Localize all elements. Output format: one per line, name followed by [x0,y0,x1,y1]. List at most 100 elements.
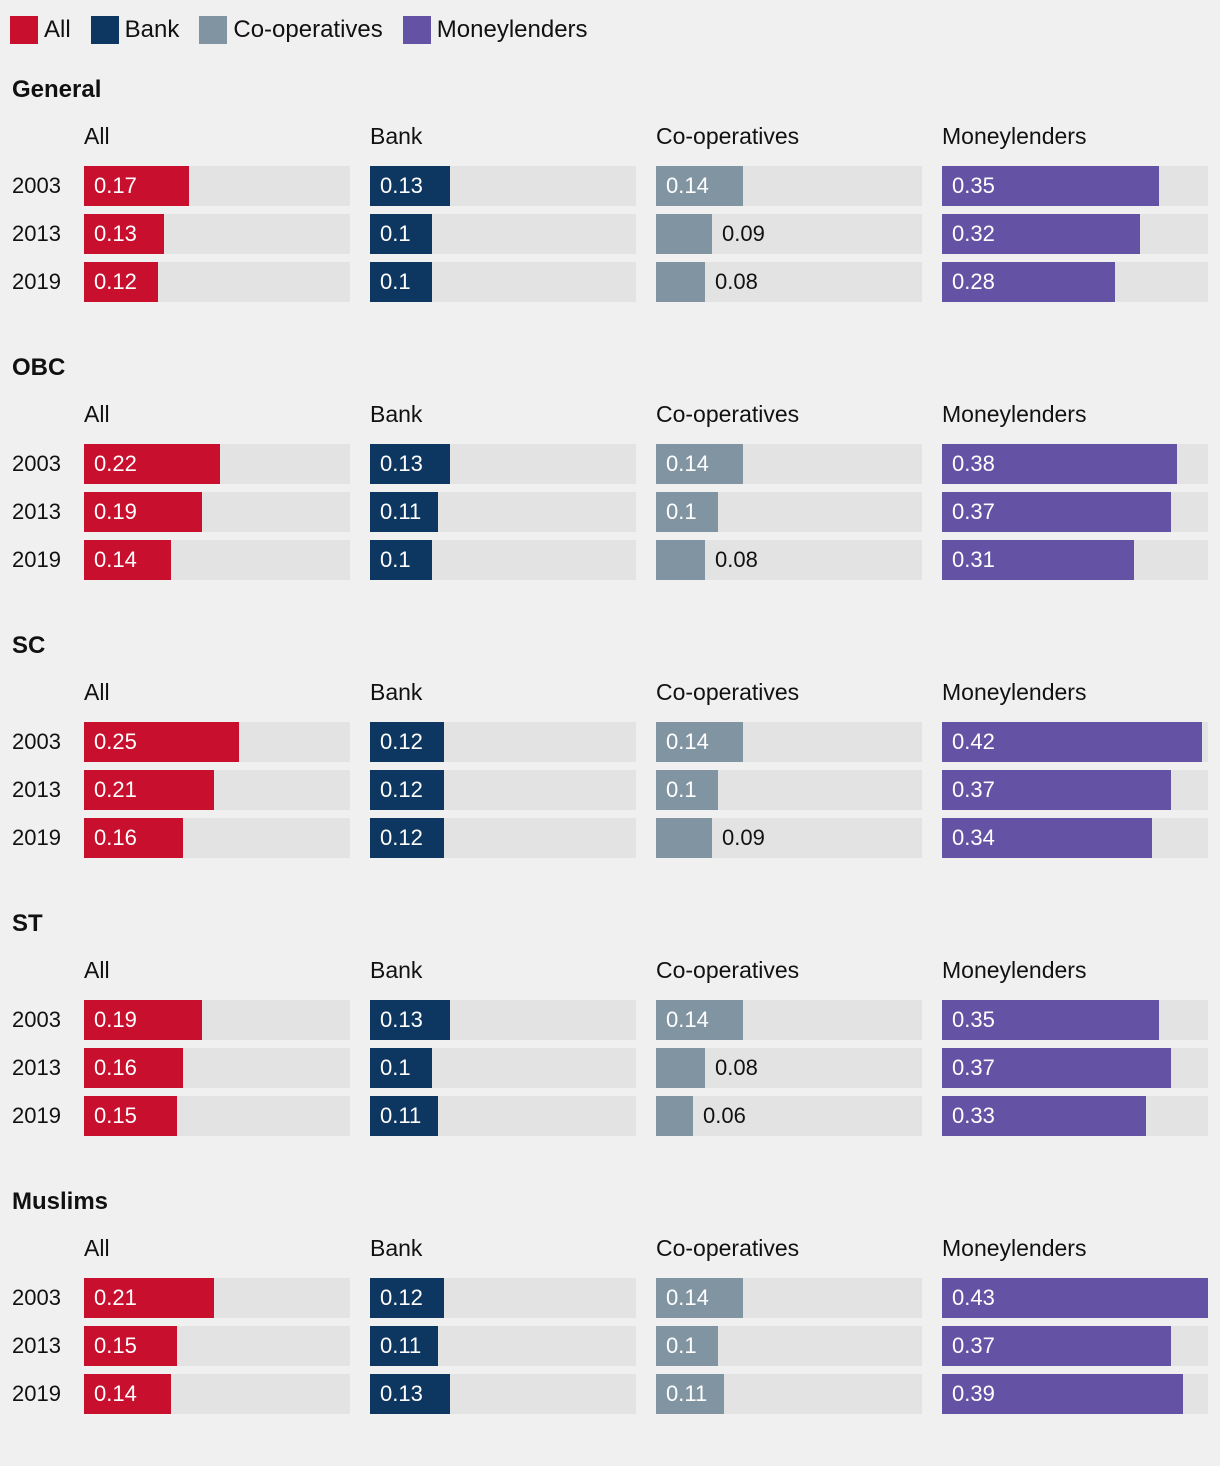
bar-value-label: 0.13 [380,173,423,198]
bar-moneylenders [942,540,1134,580]
bar-all [84,818,183,858]
group-title: General [12,76,102,103]
bar-bank [370,1096,438,1136]
bar-track: 0.21 [84,770,350,810]
column-title-all: All [84,401,110,427]
bar-value-label: 0.11 [666,1381,708,1406]
bar-all [84,444,220,484]
column-title-co-operatives: Co-operatives [656,401,800,427]
bar-co-operatives [656,1326,718,1366]
bar-value-label: 0.14 [94,547,137,572]
bar-track: 0.14 [656,444,922,484]
bar-co-operatives [656,1048,705,1088]
bar-track: 0.43 [942,1278,1208,1318]
bar-track: 0.33 [942,1096,1208,1136]
bar-track: 0.13 [370,1374,636,1414]
year-label: 2003 [12,1007,61,1032]
legend-item-bank: Bank [90,16,179,44]
bar-bank [370,1048,432,1088]
bar-value-label: 0.16 [94,1055,137,1080]
column-title-bank: Bank [370,1235,423,1261]
bar-value-label: 0.13 [94,221,137,246]
bar-bank [370,444,450,484]
bar-value-label: 0.17 [94,173,137,198]
year-label: 2013 [12,1055,61,1080]
year-label: 2013 [12,1333,61,1358]
column-title-bank: Bank [370,679,423,705]
bar-value-label: 0.38 [952,451,995,476]
bar-value-label: 0.1 [666,777,697,802]
bar-value-label: 0.32 [952,221,995,246]
bar-track: 0.31 [942,540,1208,580]
year-label: 2003 [12,173,61,198]
bar-co-operatives [656,1374,724,1414]
bar-bank [370,1326,438,1366]
legend: All Bank Co-operatives Moneylenders [10,14,608,46]
bar-co-operatives [656,1278,743,1318]
bar-moneylenders [942,818,1152,858]
swatch-moneylenders-icon [402,16,431,44]
bar-track: 0.35 [942,166,1208,206]
bar-value-label: 0.35 [952,1007,995,1032]
bar-all [84,1374,171,1414]
group-sc: SC 2003 2013 2019 All 0.25 0.21 0.16 Bank 0.12 0.1… [0,632,1220,910]
bar-bank [370,1000,450,1040]
bar-track: 0.13 [370,1000,636,1040]
bar-track: 0.14 [656,722,922,762]
bar-bank [370,262,432,302]
swatch-all-icon [10,16,38,44]
bar-value-label: 0.22 [94,451,137,476]
bar-moneylenders [942,1278,1208,1318]
bar-value-label: 0.14 [666,1007,709,1032]
bar-moneylenders [942,444,1177,484]
column-title-bank: Bank [370,123,423,149]
bar-value-label: 0.1 [380,269,411,294]
column-title-co-operatives: Co-operatives [656,679,800,705]
bar-moneylenders [942,1326,1171,1366]
column-title-moneylenders: Moneylenders [942,401,1087,427]
bar-value-label: 0.42 [952,729,995,754]
bar-track: 0.13 [370,166,636,206]
bar-bank [370,492,438,532]
bar-value-label: 0.1 [380,547,411,572]
bar-track: 0.1 [370,262,636,302]
year-label: 2013 [12,777,61,802]
column-title-all: All [84,957,110,983]
bar-track: 0.11 [370,492,636,532]
bar-all [84,214,164,254]
bar-bank [370,1374,450,1414]
bar-track: 0.28 [942,262,1208,302]
bar-track: 0.11 [370,1096,636,1136]
bar-track: 0.06 [656,1096,922,1136]
column-title-all: All [84,123,110,149]
bar-track: 0.42 [942,722,1208,762]
legend-item-moneylenders: Moneylenders [402,16,588,44]
bar-track: 0.21 [84,1278,350,1318]
bar-track: 0.12 [370,770,636,810]
bar-track: 0.19 [84,492,350,532]
bar-value-label: 0.08 [715,269,758,294]
bar-track: 0.15 [84,1326,350,1366]
bar-track: 0.1 [370,1048,636,1088]
bar-track: 0.15 [84,1096,350,1136]
bar-track: 0.32 [942,214,1208,254]
column-title-co-operatives: Co-operatives [656,1235,800,1261]
bar-all [84,1278,214,1318]
bar-track: 0.37 [942,1048,1208,1088]
bar-value-label: 0.09 [722,825,765,850]
bar-track: 0.17 [84,166,350,206]
column-title-moneylenders: Moneylenders [942,123,1087,149]
bar-track: 0.1 [656,492,922,532]
bar-track: 0.34 [942,818,1208,858]
bar-value-label: 0.43 [952,1285,995,1310]
year-label: 2003 [12,1285,61,1310]
bar-value-label: 0.19 [94,1007,137,1032]
bar-all [84,166,189,206]
column-title-co-operatives: Co-operatives [656,957,800,983]
bar-moneylenders [942,166,1159,206]
bar-value-label: 0.21 [94,1285,137,1310]
bar-value-label: 0.14 [94,1381,137,1406]
bar-value-label: 0.11 [380,499,422,524]
bar-track: 0.13 [84,214,350,254]
year-label: 2003 [12,729,61,754]
